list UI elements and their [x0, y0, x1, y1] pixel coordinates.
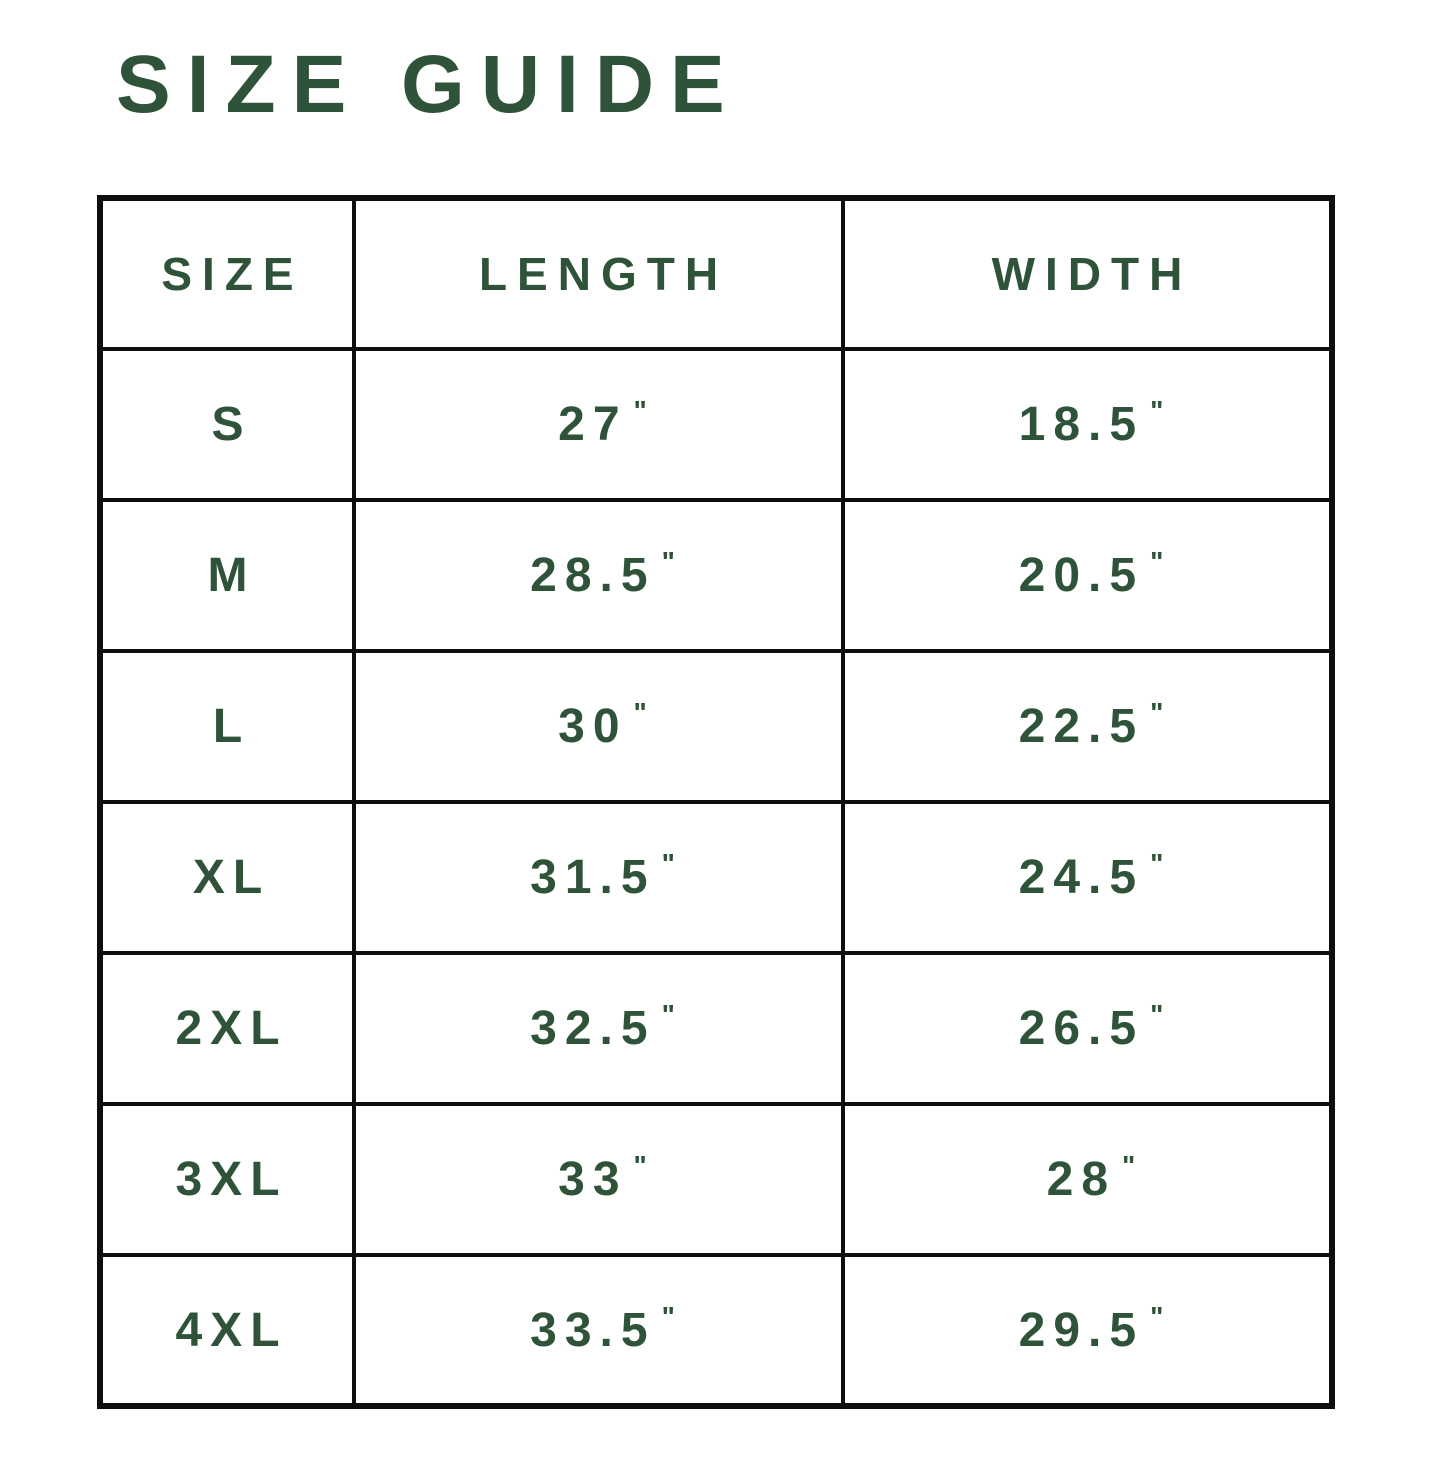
- inch-mark: ": [1150, 848, 1164, 879]
- header-size: SIZE: [98, 196, 356, 351]
- size-value: 4XL: [175, 1303, 288, 1357]
- table-header-row: SIZE LENGTH WIDTH: [98, 196, 1334, 351]
- inch-mark: ": [1150, 546, 1164, 577]
- size-value: L: [212, 700, 251, 753]
- length-cell: 33.5 ": [352, 1253, 845, 1408]
- table-row: S 27 " 18.5 ": [98, 347, 1334, 502]
- width-value: 26.5: [1018, 1002, 1145, 1055]
- inch-mark: ": [661, 848, 675, 879]
- inch-mark: ": [1122, 1150, 1136, 1181]
- width-value: 20.5: [1018, 549, 1145, 602]
- width-cell: 18.5 ": [841, 347, 1334, 502]
- length-value: 30: [558, 700, 628, 753]
- size-value: 2XL: [175, 1002, 288, 1055]
- table-row: L 30 " 22.5 ": [98, 649, 1334, 804]
- size-value: 3XL: [175, 1153, 288, 1206]
- width-value: 29.5: [1018, 1303, 1145, 1357]
- inch-mark: ": [661, 999, 675, 1030]
- length-value: 28.5: [530, 549, 656, 602]
- inch-mark: ": [633, 1150, 647, 1181]
- table-row: 3XL 33 " 28 ": [98, 1102, 1334, 1257]
- size-guide-table: SIZE LENGTH WIDTH S 27 " 18.5 " M 28.5 " 20…: [97, 195, 1335, 1409]
- length-cell: 33 ": [352, 1102, 845, 1257]
- length-value: 27: [558, 398, 628, 451]
- table-row: XL 31.5 " 24.5 ": [98, 800, 1334, 955]
- table-row: M 28.5 " 20.5 ": [98, 498, 1334, 653]
- size-value: M: [207, 549, 256, 602]
- width-cell: 22.5 ": [841, 649, 1334, 804]
- width-value: 28: [1046, 1153, 1117, 1206]
- inch-mark: ": [661, 1300, 675, 1332]
- length-cell: 27 ": [352, 347, 845, 502]
- table-row: 2XL 32.5 " 26.5 ": [98, 951, 1334, 1106]
- length-cell: 31.5 ": [352, 800, 845, 955]
- length-value: 33.5: [530, 1303, 656, 1357]
- width-value: 22.5: [1018, 700, 1145, 753]
- inch-mark: ": [1150, 999, 1164, 1030]
- table-row: 4XL 33.5 " 29.5 ": [98, 1253, 1334, 1408]
- size-cell: S: [98, 347, 356, 502]
- inch-mark: ": [1150, 1300, 1164, 1332]
- length-value: 32.5: [530, 1002, 656, 1055]
- length-cell: 30 ": [352, 649, 845, 804]
- width-cell: 28 ": [841, 1102, 1334, 1257]
- width-cell: 24.5 ": [841, 800, 1334, 955]
- inch-mark: ": [633, 697, 647, 728]
- width-cell: 29.5 ": [841, 1253, 1334, 1408]
- width-cell: 20.5 ": [841, 498, 1334, 653]
- page-title: SIZE GUIDE: [116, 39, 741, 130]
- length-cell: 28.5 ": [352, 498, 845, 653]
- header-length: LENGTH: [352, 196, 845, 351]
- length-cell: 32.5 ": [352, 951, 845, 1106]
- size-cell: 3XL: [98, 1102, 356, 1257]
- inch-mark: ": [661, 546, 675, 577]
- size-cell: 4XL: [98, 1253, 356, 1408]
- size-cell: M: [98, 498, 356, 653]
- size-cell: XL: [98, 800, 356, 955]
- width-value: 24.5: [1018, 851, 1145, 904]
- length-value: 33: [558, 1153, 628, 1206]
- length-value: 31.5: [530, 851, 656, 904]
- size-cell: 2XL: [98, 951, 356, 1106]
- inch-mark: ": [1150, 697, 1164, 728]
- size-value: XL: [192, 851, 271, 904]
- header-width: WIDTH: [841, 196, 1334, 351]
- width-cell: 26.5 ": [841, 951, 1334, 1106]
- inch-mark: ": [633, 395, 647, 426]
- inch-mark: ": [1150, 395, 1164, 426]
- size-value: S: [211, 398, 252, 451]
- size-cell: L: [98, 649, 356, 804]
- width-value: 18.5: [1018, 398, 1145, 451]
